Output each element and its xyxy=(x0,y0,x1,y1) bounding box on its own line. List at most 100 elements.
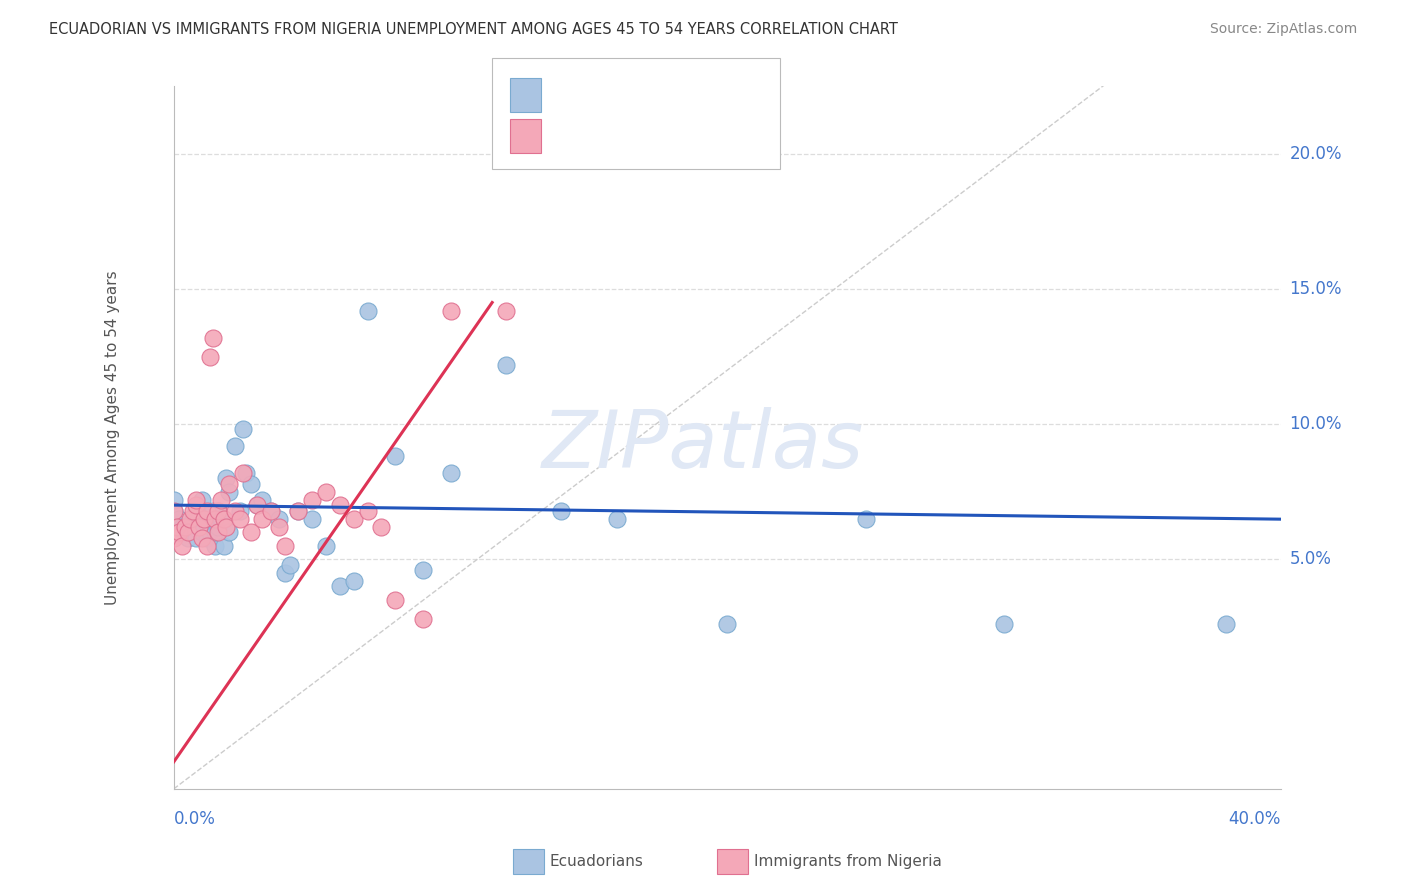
Point xyxy=(184,492,207,507)
Point xyxy=(232,466,254,480)
Point xyxy=(232,422,254,436)
Point xyxy=(287,503,309,517)
Point xyxy=(207,525,229,540)
Point xyxy=(204,539,226,553)
Point xyxy=(198,525,221,540)
Point xyxy=(993,617,1015,632)
Point xyxy=(343,511,366,525)
Point xyxy=(184,503,207,517)
Point xyxy=(224,439,246,453)
Point xyxy=(176,525,198,540)
Point xyxy=(207,503,229,517)
Point xyxy=(495,303,517,318)
Point xyxy=(166,520,188,534)
Point xyxy=(163,531,186,545)
Point xyxy=(190,531,212,545)
Point xyxy=(301,511,323,525)
Point xyxy=(172,539,194,553)
Point xyxy=(207,520,229,534)
Text: R = -0.038   N = 55: R = -0.038 N = 55 xyxy=(547,87,704,103)
Point xyxy=(204,525,226,540)
Point xyxy=(212,539,235,553)
Point xyxy=(218,484,240,499)
Text: 15.0%: 15.0% xyxy=(1289,280,1341,298)
Point xyxy=(716,617,738,632)
Text: R =  0.531   N = 45: R = 0.531 N = 45 xyxy=(547,128,704,144)
Point xyxy=(384,592,406,607)
Point xyxy=(329,579,352,593)
Point xyxy=(184,498,207,512)
Point xyxy=(176,531,198,545)
Point xyxy=(181,511,204,525)
Point xyxy=(201,330,224,344)
Point xyxy=(218,525,240,540)
Point xyxy=(356,303,378,318)
Point xyxy=(181,503,204,517)
Point xyxy=(198,350,221,364)
Point xyxy=(235,466,257,480)
Text: Ecuadorians: Ecuadorians xyxy=(550,855,644,869)
Point xyxy=(163,503,186,517)
Point xyxy=(215,520,238,534)
Point xyxy=(356,503,378,517)
Point xyxy=(412,611,434,625)
Point xyxy=(329,498,352,512)
Text: 10.0%: 10.0% xyxy=(1289,415,1341,434)
Text: 40.0%: 40.0% xyxy=(1229,811,1281,829)
Point xyxy=(495,358,517,372)
Point xyxy=(204,511,226,525)
Text: 20.0%: 20.0% xyxy=(1289,145,1341,163)
Text: Source: ZipAtlas.com: Source: ZipAtlas.com xyxy=(1209,22,1357,37)
Point xyxy=(179,511,201,525)
Point xyxy=(412,563,434,577)
Point xyxy=(240,525,263,540)
Point xyxy=(606,511,628,525)
Point xyxy=(260,503,283,517)
Point xyxy=(201,503,224,517)
Point xyxy=(212,511,235,525)
Point xyxy=(187,511,209,525)
Point xyxy=(163,503,186,517)
Point xyxy=(273,566,295,580)
Point xyxy=(440,466,463,480)
Point xyxy=(195,539,218,553)
Point xyxy=(209,511,232,525)
Point xyxy=(267,511,290,525)
Point xyxy=(278,558,301,572)
Point xyxy=(267,520,290,534)
Point xyxy=(246,498,269,512)
Text: Unemployment Among Ages 45 to 54 years: Unemployment Among Ages 45 to 54 years xyxy=(105,270,121,605)
Point xyxy=(174,520,197,534)
Point xyxy=(315,539,337,553)
Point xyxy=(207,503,229,517)
Point xyxy=(212,511,235,525)
Point xyxy=(215,471,238,485)
Text: 0.0%: 0.0% xyxy=(174,811,215,829)
Point xyxy=(172,520,194,534)
Point xyxy=(252,511,274,525)
Point xyxy=(169,511,191,525)
Point xyxy=(384,450,406,464)
Point xyxy=(195,503,218,517)
Point xyxy=(370,520,392,534)
Text: 5.0%: 5.0% xyxy=(1289,550,1331,568)
Point xyxy=(240,476,263,491)
Point xyxy=(193,511,215,525)
Point xyxy=(343,574,366,588)
Point xyxy=(273,539,295,553)
Point xyxy=(301,492,323,507)
Point xyxy=(179,520,201,534)
Point xyxy=(193,511,215,525)
Point xyxy=(209,492,232,507)
Point xyxy=(229,503,252,517)
Point xyxy=(224,503,246,517)
Point xyxy=(195,516,218,531)
Point xyxy=(218,476,240,491)
Point xyxy=(855,511,877,525)
Point xyxy=(229,511,252,525)
Point xyxy=(550,503,572,517)
Point xyxy=(1215,617,1237,632)
Point xyxy=(315,484,337,499)
Text: ECUADORIAN VS IMMIGRANTS FROM NIGERIA UNEMPLOYMENT AMONG AGES 45 TO 54 YEARS COR: ECUADORIAN VS IMMIGRANTS FROM NIGERIA UN… xyxy=(49,22,898,37)
Point xyxy=(190,525,212,540)
